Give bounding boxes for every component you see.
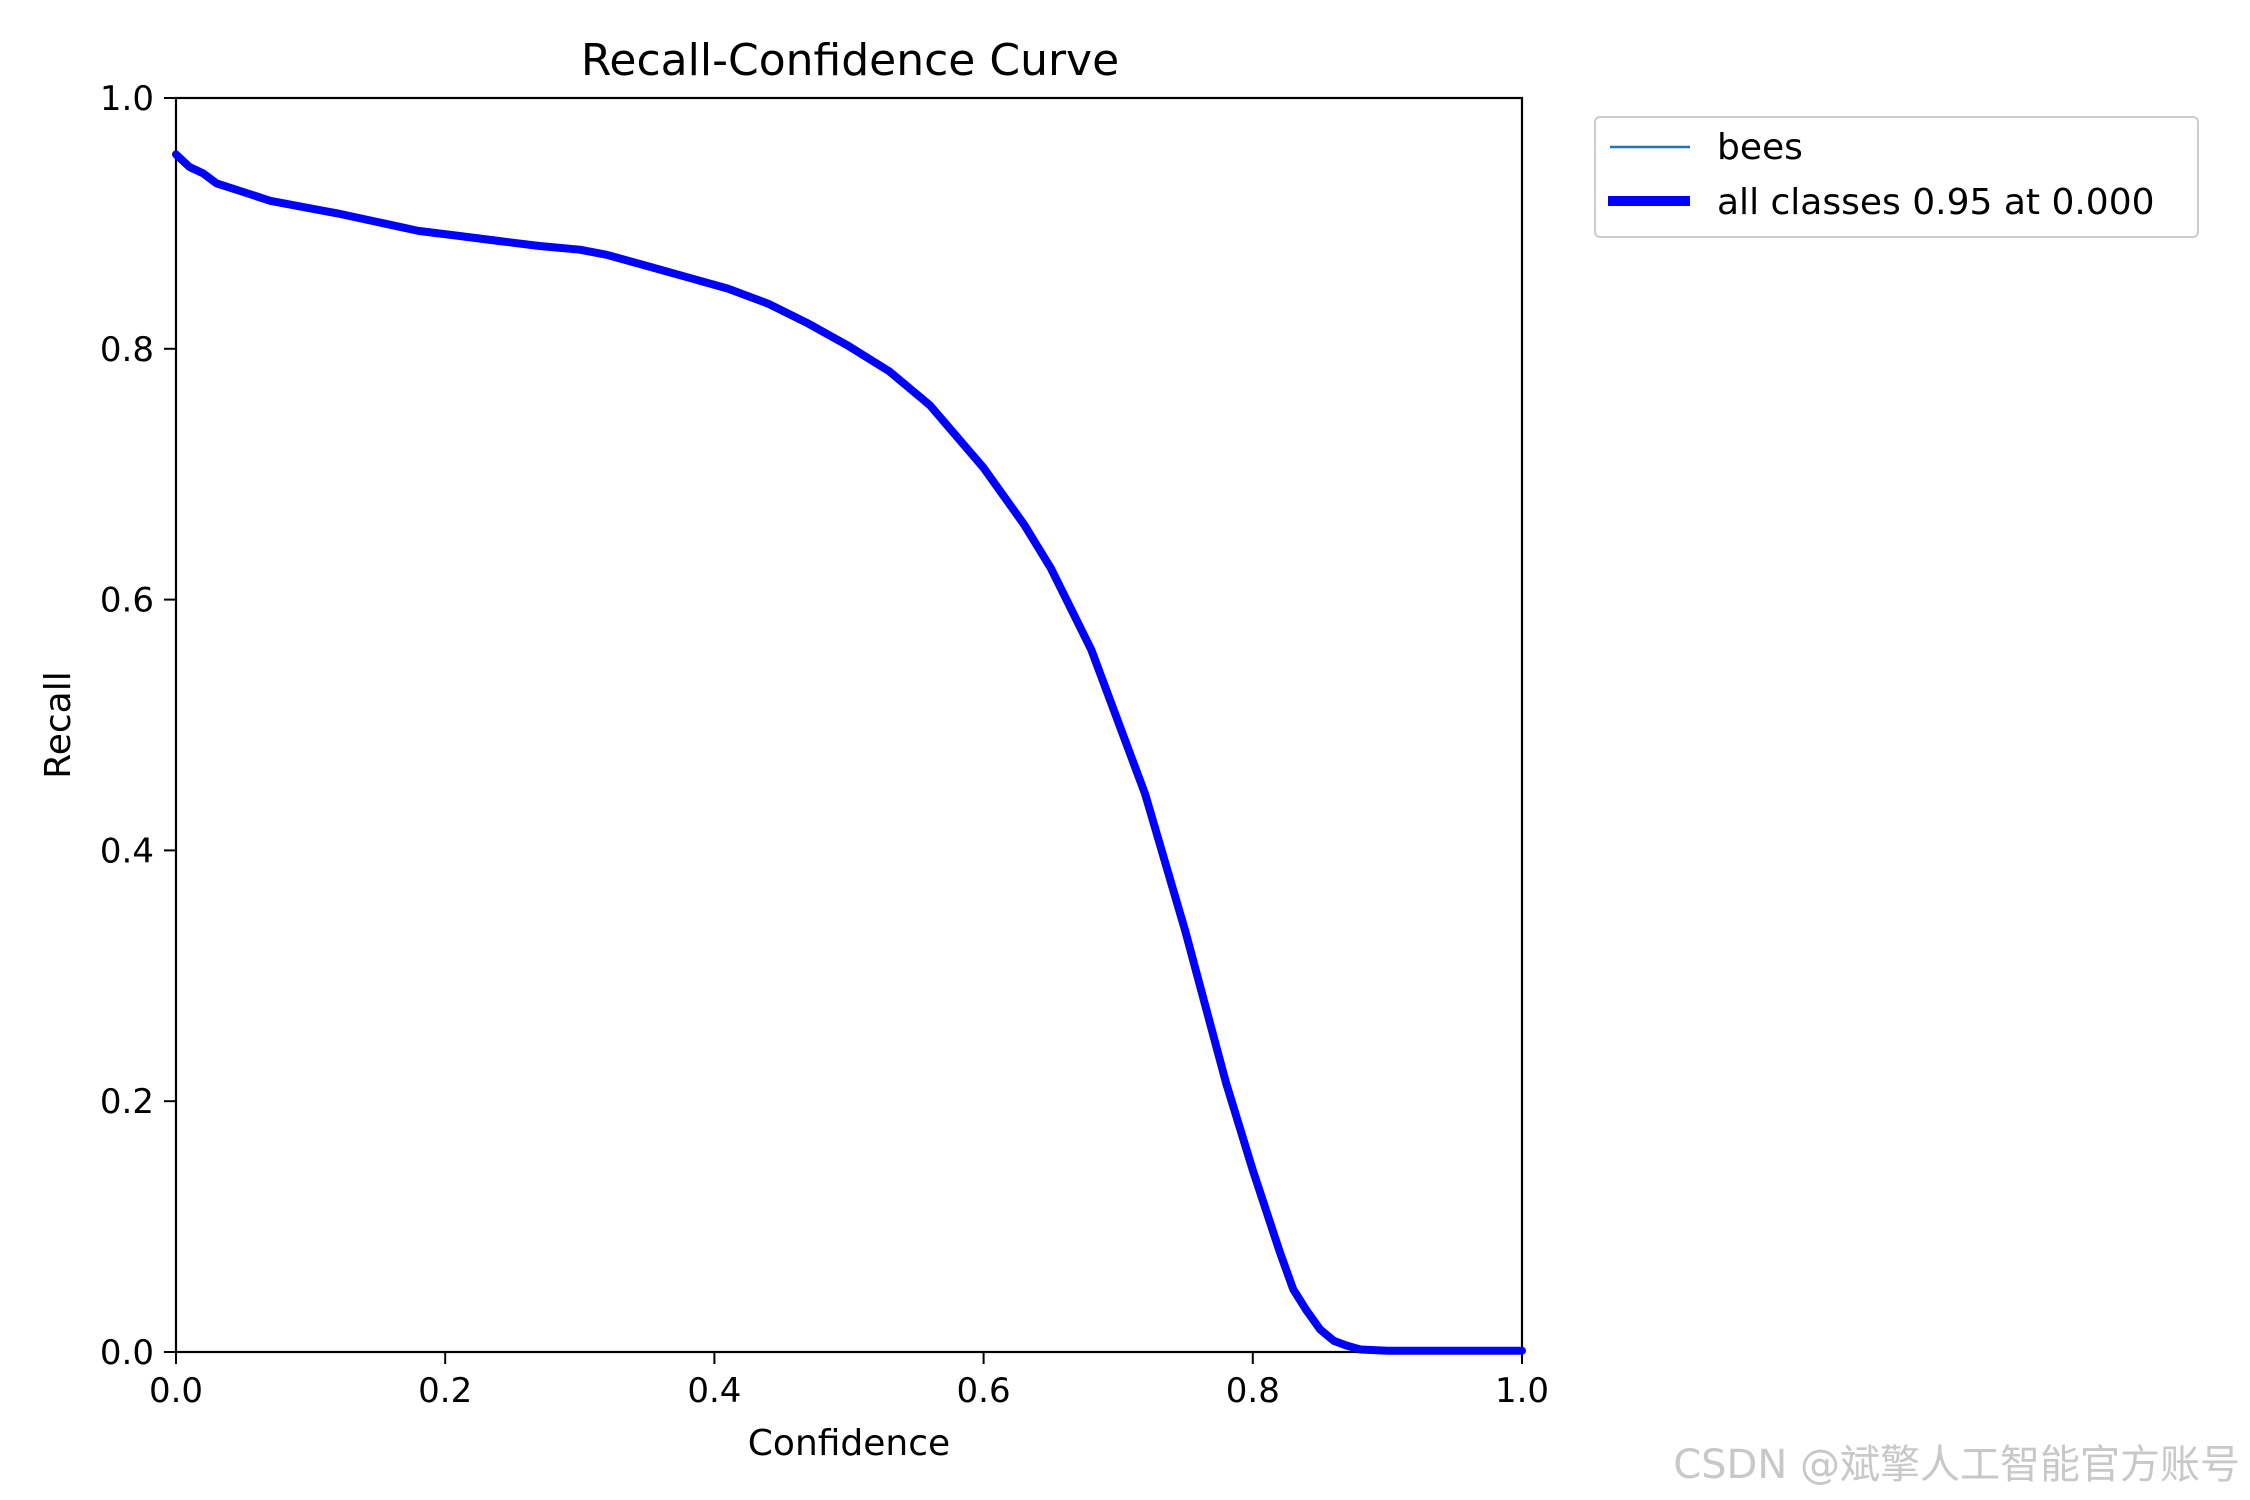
legend-label-all-classes: all classes 0.95 at 0.000	[1717, 182, 2155, 223]
y-tick-label: 0.2	[100, 1082, 154, 1122]
x-tick-label: 0.8	[1226, 1371, 1280, 1411]
y-tick-label: 0.8	[100, 330, 154, 370]
x-tick-label: 0.4	[687, 1371, 741, 1411]
x-tick-label: 0.2	[418, 1371, 472, 1411]
x-tick-label: 0.0	[149, 1371, 203, 1411]
y-axis-label: Recall	[38, 671, 79, 778]
watermark: CSDN @斌擎人工智能官方账号	[1673, 1442, 2240, 1488]
legend-label-bees: bees	[1717, 127, 1803, 168]
series-line-bees	[174, 153, 1524, 1352]
y-tick-label: 1.0	[100, 79, 154, 119]
plot-frame	[174, 96, 1524, 1354]
series-lines	[172, 150, 1526, 1355]
y-tick-label: 0.0	[100, 1333, 154, 1373]
y-axis-ticks: 0.0 0.2 0.4 0.6 0.8 1.0	[100, 79, 176, 1373]
x-axis-ticks: 0.0 0.2 0.4 0.6 0.8 1.0	[149, 1352, 1549, 1411]
y-tick-label: 0.6	[100, 581, 154, 621]
chart-title: Recall-Confidence Curve	[581, 35, 1119, 86]
x-axis-label: Confidence	[748, 1423, 950, 1464]
legend-box	[1594, 116, 2199, 238]
series-line-all-classes	[172, 150, 1526, 1355]
y-tick-label: 0.4	[100, 831, 154, 871]
x-tick-label: 1.0	[1495, 1371, 1549, 1411]
x-tick-label: 0.6	[957, 1371, 1011, 1411]
legend: bees all classes 0.95 at 0.000	[1594, 116, 2199, 238]
